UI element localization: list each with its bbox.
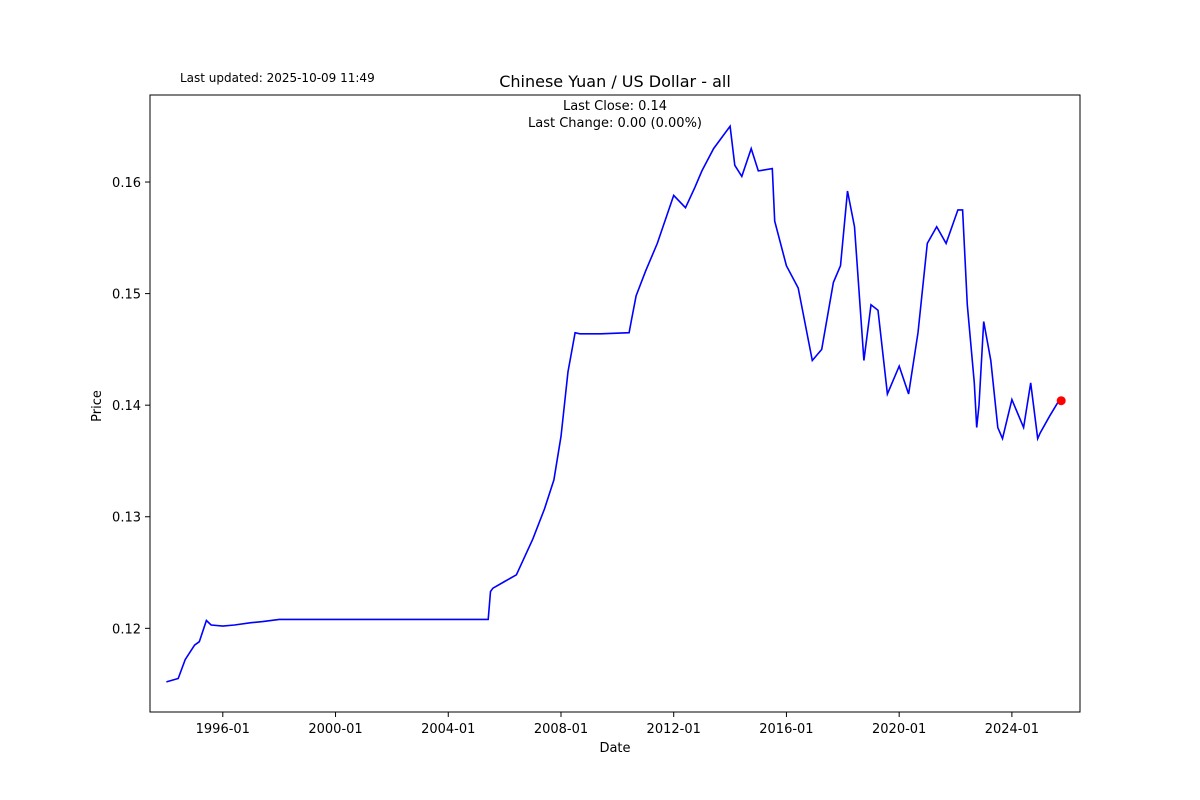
- plot-area: [149, 94, 1081, 713]
- last-close-annotation: Last Close: 0.14: [563, 99, 667, 114]
- last-change-annotation: Last Change: 0.00 (0.00%): [528, 116, 702, 131]
- y-tick-label: 0.13: [112, 511, 141, 526]
- last-updated-text: Last updated: 2025-10-09 11:49: [180, 71, 375, 85]
- y-tick-label: 0.15: [112, 288, 141, 303]
- x-axis: 1996-01 2000-01 2004-01 2008-01 2012-01 2016-…: [196, 712, 1039, 737]
- price-series-line: [166, 124, 1060, 683]
- y-axis-label: Price: [90, 390, 105, 422]
- x-axis-label: Date: [599, 741, 630, 756]
- x-tick-label: 2016-01: [759, 722, 813, 737]
- x-tick-label: 2004-01: [421, 722, 475, 737]
- chart-title: Chinese Yuan / US Dollar - all: [499, 72, 731, 91]
- last-close-marker: [1056, 396, 1066, 406]
- x-tick-label: 1996-01: [196, 722, 250, 737]
- y-tick-label: 0.14: [112, 399, 141, 414]
- x-tick-label: 2024-01: [985, 722, 1039, 737]
- x-tick-label: 2008-01: [534, 722, 588, 737]
- y-tick-label: 0.16: [112, 176, 141, 191]
- x-tick-label: 2012-01: [647, 722, 701, 737]
- x-tick-label: 2000-01: [308, 722, 362, 737]
- x-tick-label: 2020-01: [872, 722, 926, 737]
- y-tick-label: 0.12: [112, 622, 141, 637]
- y-axis: 0.12 0.13 0.14 0.15 0.16: [112, 176, 150, 637]
